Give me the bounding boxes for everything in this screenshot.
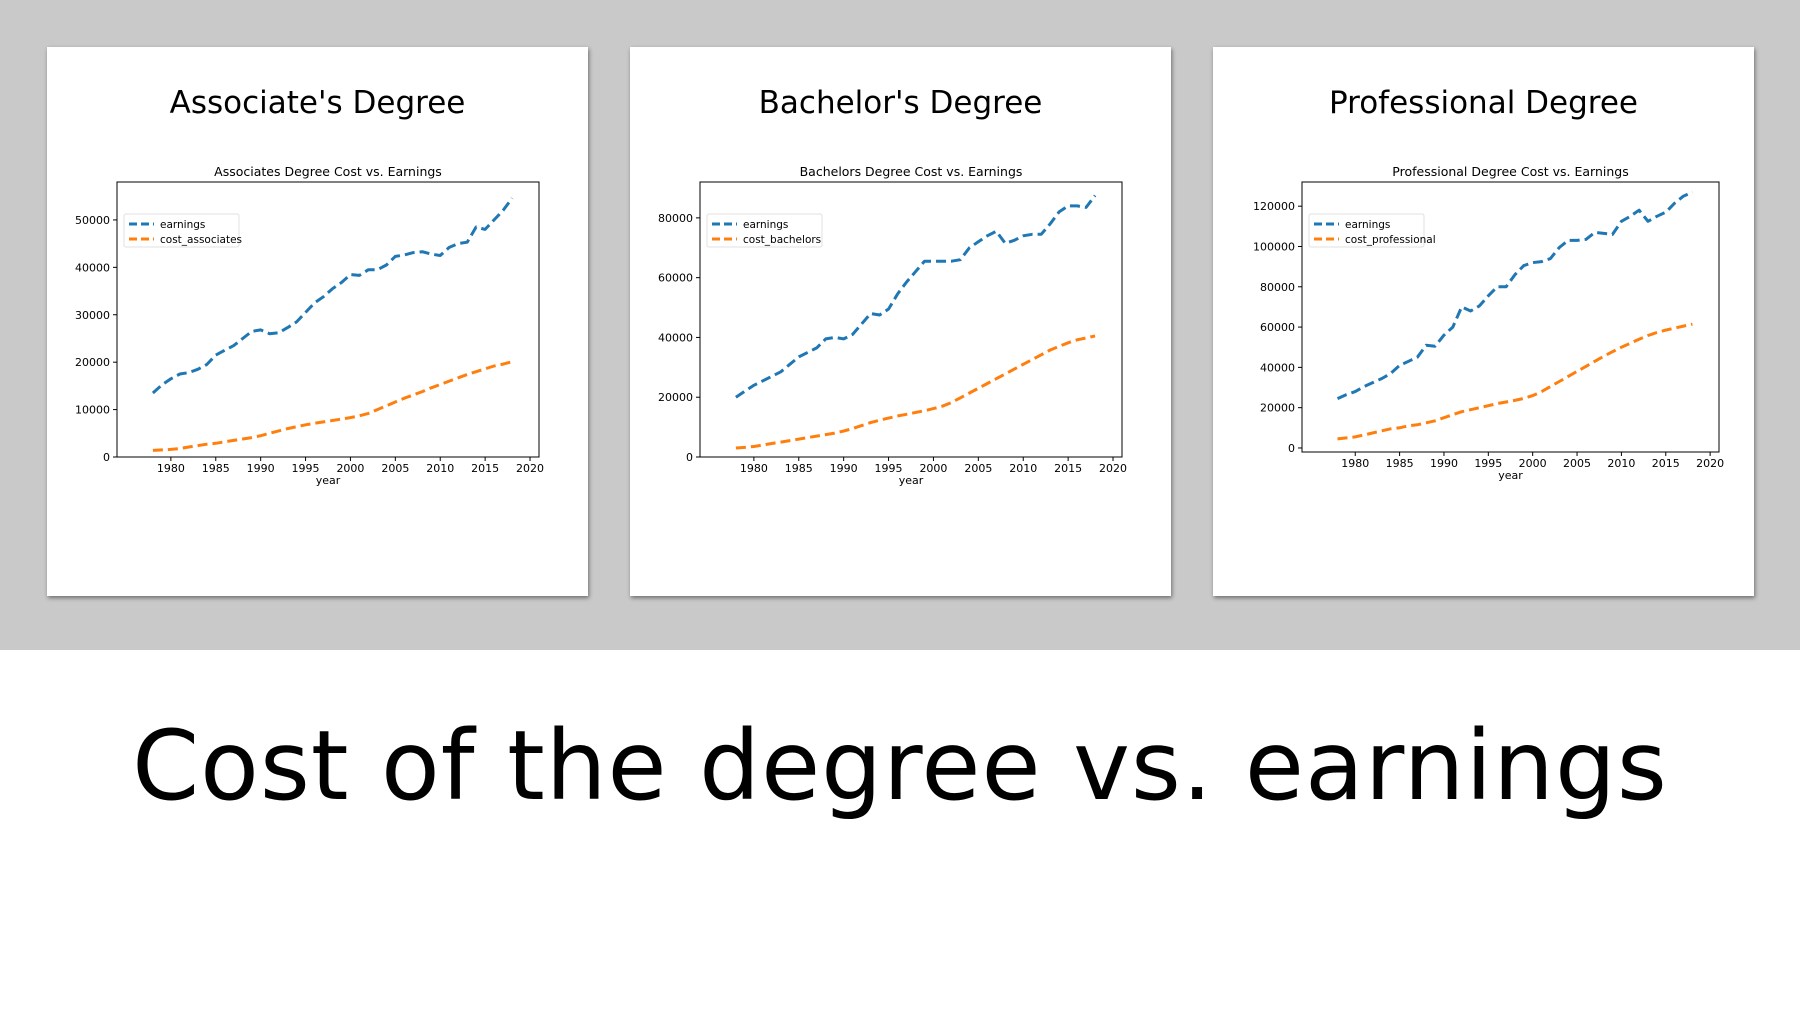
x-tick-label: 2020	[516, 462, 544, 475]
x-tick-label: 2000	[1519, 457, 1547, 470]
x-tick-label: 1995	[1474, 457, 1502, 470]
panel-title: Associate's Degree	[169, 85, 466, 121]
chart-bachelors: Bachelors Degree Cost vs. Earnings 1980 19…	[658, 164, 1127, 487]
y-tick-label: 100000	[1253, 240, 1295, 253]
y-tick-label: 20000	[658, 391, 693, 404]
x-tick-label: 1985	[1386, 457, 1414, 470]
plot-frame	[699, 181, 1123, 458]
x-tick-label: 1995	[292, 462, 320, 475]
plot-frame	[116, 181, 540, 458]
legend-label: cost_associates	[160, 234, 242, 246]
legend-label: earnings	[160, 219, 205, 231]
x-axis-label: year	[1498, 469, 1523, 482]
chart-associates: Associates Degree Cost vs. Earnings 1980 1…	[75, 164, 544, 487]
x-axis-label: year	[316, 474, 341, 487]
y-tick-label: 40000	[1260, 361, 1295, 374]
y-tick-label: 20000	[75, 356, 110, 369]
chart-title: Professional Degree Cost vs. Earnings	[1392, 164, 1628, 179]
panel-professional: Professional Degree Professional Degree …	[1213, 47, 1754, 596]
x-tick-label: 1990	[830, 462, 858, 475]
x-tick-label: 2020	[1696, 457, 1724, 470]
legend-box	[1308, 213, 1425, 248]
chart-professional: Professional Degree Cost vs. Earnings 198…	[1253, 164, 1724, 482]
y-tick-label: 40000	[658, 331, 693, 344]
legend-box	[123, 213, 240, 248]
legend-box	[706, 213, 823, 248]
x-tick-label: 2010	[1607, 457, 1635, 470]
y-tick-label: 30000	[75, 309, 110, 322]
chart-title: Bachelors Degree Cost vs. Earnings	[800, 164, 1023, 179]
legend-label: earnings	[743, 219, 788, 231]
y-tick-label: 10000	[75, 404, 110, 417]
x-tick-label: 2000	[336, 462, 364, 475]
series-line-earnings	[151, 197, 514, 395]
x-axis-label: year	[899, 474, 924, 487]
series-line-cost-bachelors	[735, 334, 1096, 450]
x-tick-label: 2005	[1563, 457, 1591, 470]
x-tick-label: 2010	[1009, 462, 1037, 475]
series-line-earnings	[1336, 190, 1694, 400]
y-tick-label: 40000	[75, 261, 110, 274]
y-tick-label: 0	[686, 451, 693, 464]
series-line-cost-professional	[1337, 322, 1693, 441]
panel-title: Bachelor's Degree	[758, 85, 1043, 121]
panel-associates: Associate's Degree Associates Degree Cos…	[47, 47, 588, 596]
slide-title: Cost of the degree vs. earnings	[132, 710, 1668, 822]
y-tick-label: 60000	[1260, 321, 1295, 334]
x-tick-label: 1990	[1430, 457, 1458, 470]
x-tick-label: 2015	[1652, 457, 1680, 470]
plot-frame	[1301, 181, 1720, 453]
legend-label: cost_bachelors	[743, 234, 821, 246]
x-tick-label: 2005	[381, 462, 409, 475]
y-tick-label: 0	[1288, 442, 1295, 455]
panel-bachelors: Bachelor's Degree Bachelors Degree Cost …	[630, 47, 1171, 596]
y-tick-label: 0	[103, 451, 110, 464]
y-tick-label: 20000	[1260, 402, 1295, 415]
y-tick-label: 80000	[1260, 281, 1295, 294]
x-tick-label: 1985	[785, 462, 813, 475]
y-tick-label: 80000	[658, 212, 693, 225]
x-tick-label: 1990	[247, 462, 275, 475]
x-tick-label: 2015	[471, 462, 499, 475]
y-tick-label: 60000	[658, 272, 693, 285]
x-tick-label: 1995	[875, 462, 903, 475]
series-line-earnings	[735, 194, 1097, 399]
chart-title: Associates Degree Cost vs. Earnings	[214, 164, 442, 179]
series-line-cost-associates	[152, 360, 513, 452]
panel-title: Professional Degree	[1329, 85, 1638, 121]
x-tick-label: 1980	[157, 462, 185, 475]
x-tick-label: 1980	[740, 462, 768, 475]
x-tick-label: 1980	[1341, 457, 1369, 470]
x-tick-label: 1985	[202, 462, 230, 475]
y-tick-label: 50000	[75, 214, 110, 227]
x-tick-label: 2020	[1099, 462, 1127, 475]
x-tick-label: 2010	[426, 462, 454, 475]
y-tick-label: 120000	[1253, 200, 1295, 213]
legend-label: cost_professional	[1345, 234, 1436, 246]
x-tick-label: 2000	[919, 462, 947, 475]
x-tick-label: 2005	[964, 462, 992, 475]
legend-label: earnings	[1345, 219, 1390, 231]
x-tick-label: 2015	[1054, 462, 1082, 475]
